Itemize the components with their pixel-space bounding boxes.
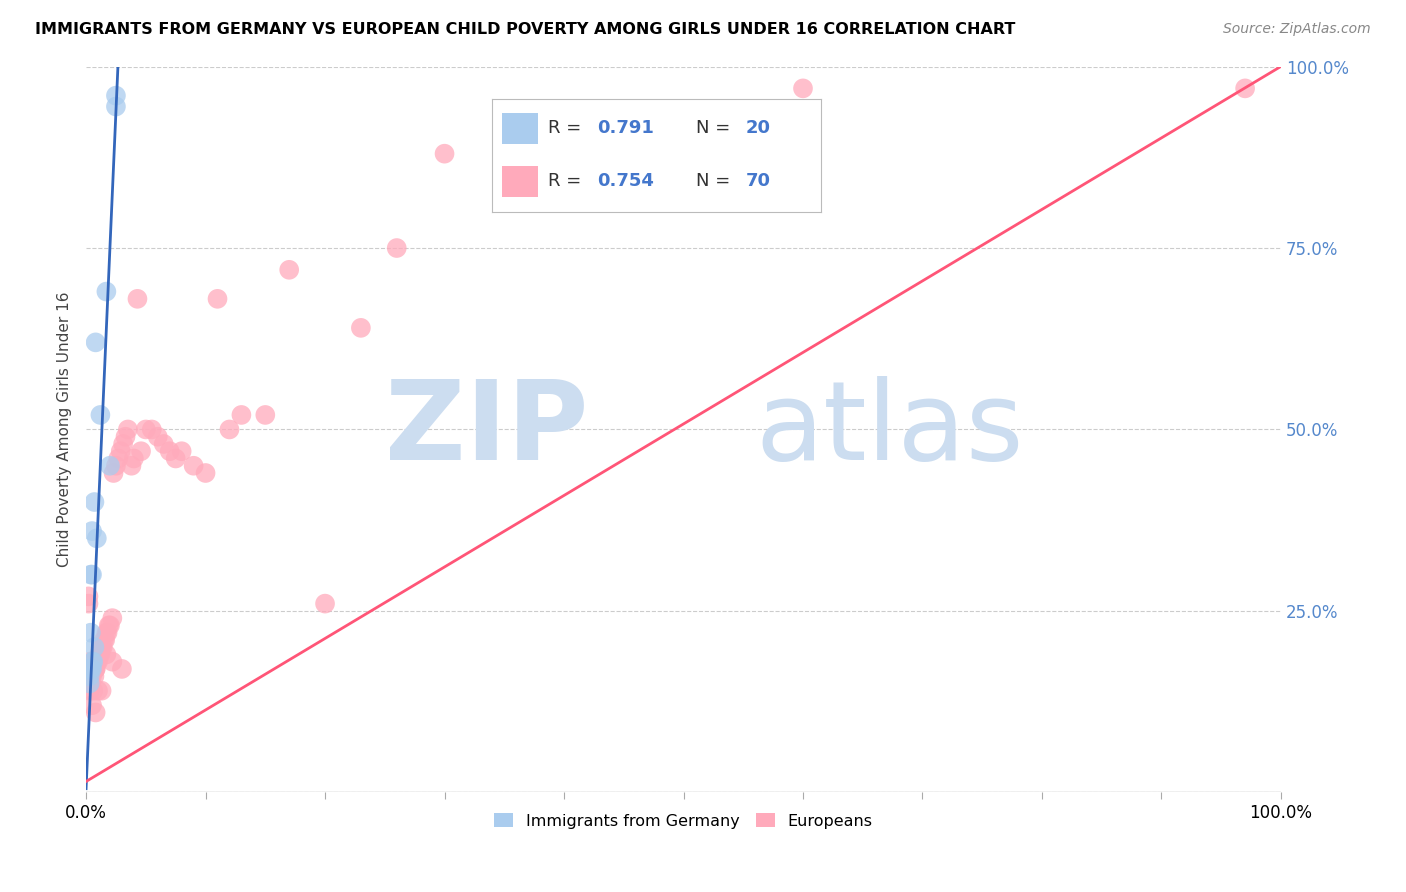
Point [129, 444, 152, 458]
Point [159, 444, 181, 458]
Point [82, 655, 104, 669]
Point [79, 662, 101, 676]
Point [86, 655, 108, 669]
Point [79, 676, 101, 690]
Point [84, 662, 107, 676]
Point [97, 618, 120, 632]
Point [90, 683, 112, 698]
Point [80, 662, 103, 676]
Point [101, 611, 124, 625]
Point [350, 321, 373, 335]
Point [433, 146, 456, 161]
Point [93, 632, 115, 647]
Point [152, 437, 174, 451]
Point [96, 625, 118, 640]
Text: atlas: atlas [755, 376, 1024, 483]
Point [83, 669, 105, 683]
Point [165, 451, 187, 466]
Point [89, 648, 111, 662]
Point [146, 430, 169, 444]
Point [82, 662, 104, 676]
Point [80, 669, 103, 683]
Point [110, 444, 132, 458]
Point [77, 590, 100, 604]
Point [278, 262, 301, 277]
Point [80, 625, 103, 640]
Point [207, 292, 229, 306]
Point [94, 632, 117, 647]
Point [84, 662, 107, 676]
Point [112, 437, 135, 451]
Point [107, 451, 129, 466]
Point [194, 466, 217, 480]
Point [79, 655, 101, 669]
Text: ZIP: ZIP [385, 376, 588, 483]
Legend: Immigrants from Germany, Europeans: Immigrants from Germany, Europeans [488, 806, 879, 835]
Point [80, 662, 103, 676]
Point [103, 466, 125, 480]
Point [254, 408, 277, 422]
Point [96, 648, 118, 662]
Point [127, 292, 149, 306]
Point [231, 408, 253, 422]
Point [104, 99, 127, 113]
Point [80, 524, 103, 538]
Point [1234, 81, 1257, 95]
Point [87, 683, 110, 698]
Point [80, 567, 103, 582]
Point [98, 618, 121, 632]
Point [82, 683, 104, 698]
Text: Source: ZipAtlas.com: Source: ZipAtlas.com [1223, 22, 1371, 37]
Point [83, 640, 105, 655]
Point [114, 430, 136, 444]
Point [77, 597, 100, 611]
Y-axis label: Child Poverty Among Girls Under 16: Child Poverty Among Girls Under 16 [58, 292, 72, 567]
Point [111, 662, 134, 676]
Text: IMMIGRANTS FROM GERMANY VS EUROPEAN CHILD POVERTY AMONG GIRLS UNDER 16 CORRELATI: IMMIGRANTS FROM GERMANY VS EUROPEAN CHIL… [35, 22, 1015, 37]
Point [91, 640, 114, 655]
Point [79, 662, 101, 676]
Point [141, 422, 163, 436]
Point [170, 444, 193, 458]
Point [83, 662, 105, 676]
Point [96, 285, 118, 299]
Point [86, 531, 108, 545]
Point [80, 669, 103, 683]
Point [80, 662, 103, 676]
Point [80, 698, 103, 713]
Point [89, 648, 111, 662]
Point [80, 676, 103, 690]
Point [84, 706, 107, 720]
Point [83, 495, 105, 509]
Point [86, 655, 108, 669]
Point [80, 567, 103, 582]
Point [84, 335, 107, 350]
Point [87, 655, 110, 669]
Point [122, 451, 145, 466]
Point [80, 662, 103, 676]
Point [101, 655, 124, 669]
Point [79, 683, 101, 698]
Point [121, 458, 143, 473]
Point [314, 597, 336, 611]
Point [385, 241, 408, 255]
Point [98, 458, 121, 473]
Point [89, 408, 111, 422]
Point [104, 88, 127, 103]
Point [79, 669, 101, 683]
Point [135, 422, 157, 436]
Point [90, 640, 112, 655]
Point [117, 422, 139, 436]
Point [82, 655, 104, 669]
Point [218, 422, 240, 436]
Point [80, 655, 103, 669]
Point [792, 81, 814, 95]
Point [97, 625, 120, 640]
Point [104, 458, 127, 473]
Point [183, 458, 205, 473]
